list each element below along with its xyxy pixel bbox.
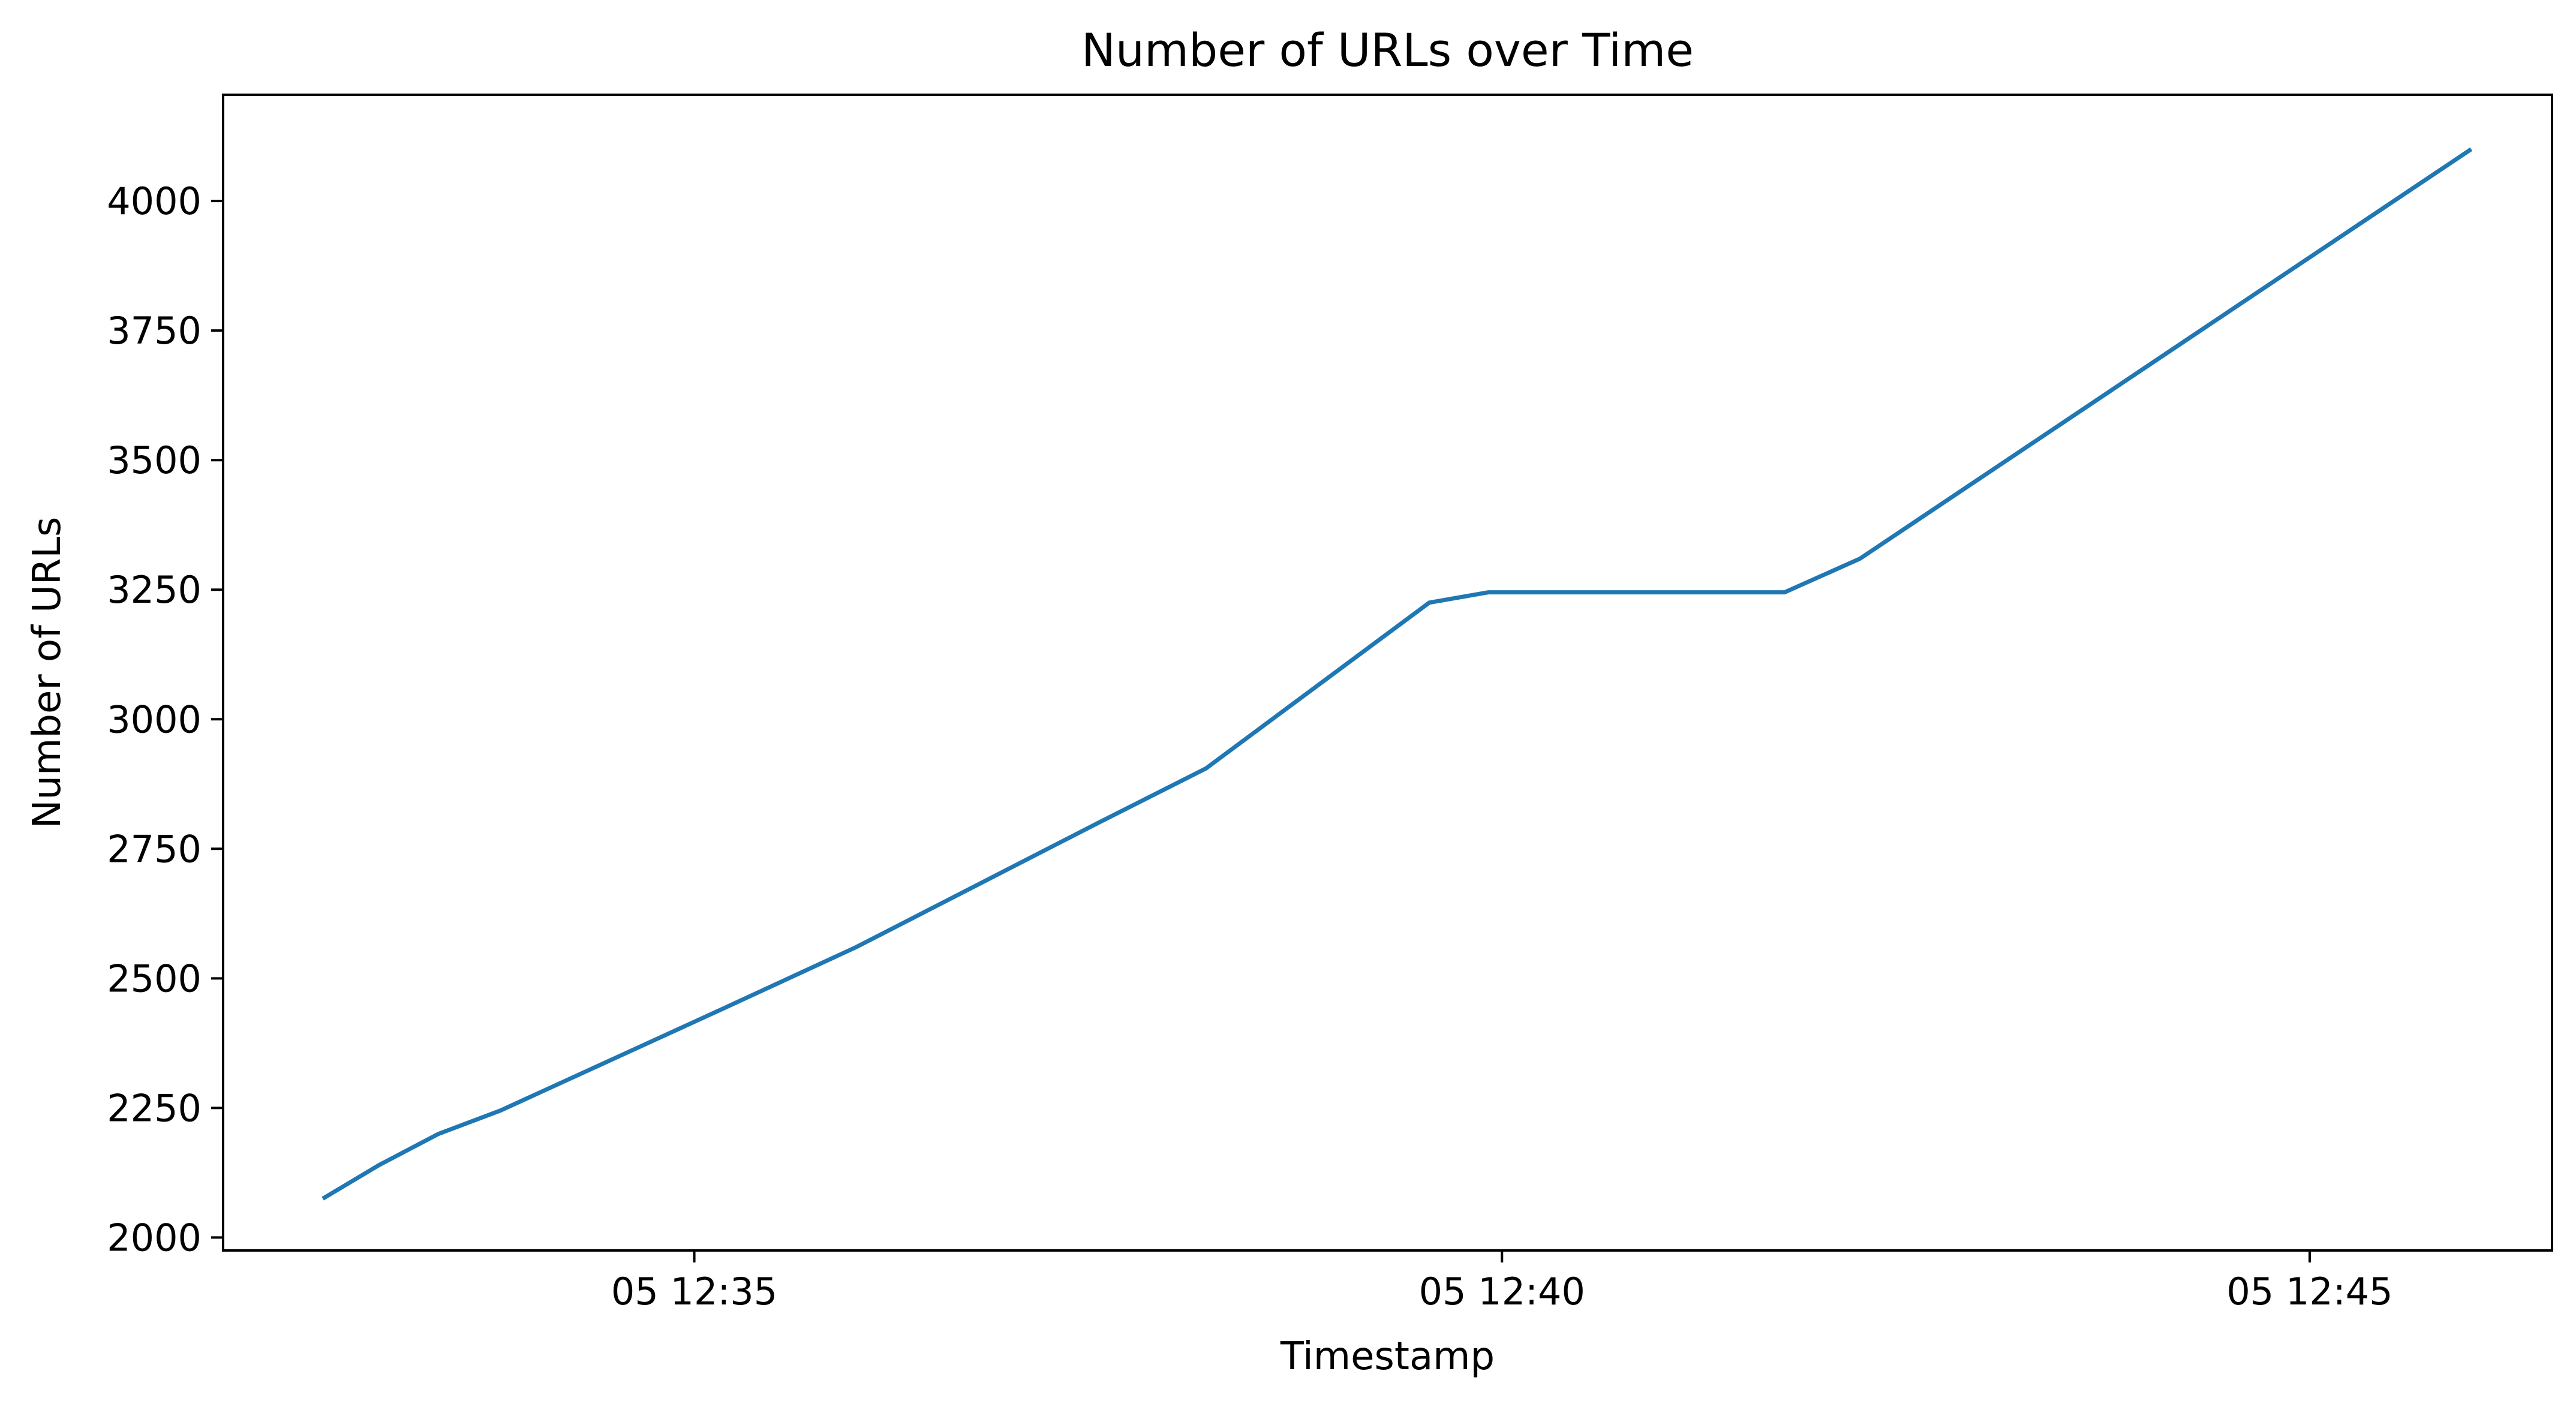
y-tick-label: 3000 [107,698,202,741]
y-tick-label: 2750 [107,827,202,871]
y-tick-label: 3750 [107,309,202,353]
y-tick-label: 4000 [107,179,202,223]
x-axis-label: Timestamp [1280,1334,1495,1379]
x-tick-label: 05 12:35 [611,1270,777,1313]
y-axis: 2000 2250 2500 2750 3000 3250 3500 3750 4000 [107,179,223,1259]
plot-area [321,147,2473,1201]
y-tick-label: 3500 [107,438,202,482]
x-tick-label: 05 12:45 [2226,1270,2392,1313]
series-line [321,147,2473,1201]
y-tick-label: 3250 [107,568,202,612]
chart-title: Number of URLs over Time [1081,23,1694,77]
y-axis-label: Number of URLs [25,517,70,829]
y-tick-label: 2500 [107,957,202,1000]
y-tick-label: 2250 [107,1086,202,1130]
x-tick-label: 05 12:40 [1419,1270,1585,1313]
axes-frame [222,94,2553,1252]
x-axis: 05 12:35 05 12:40 05 12:45 [611,1250,2393,1313]
y-tick-label: 2000 [107,1216,202,1259]
